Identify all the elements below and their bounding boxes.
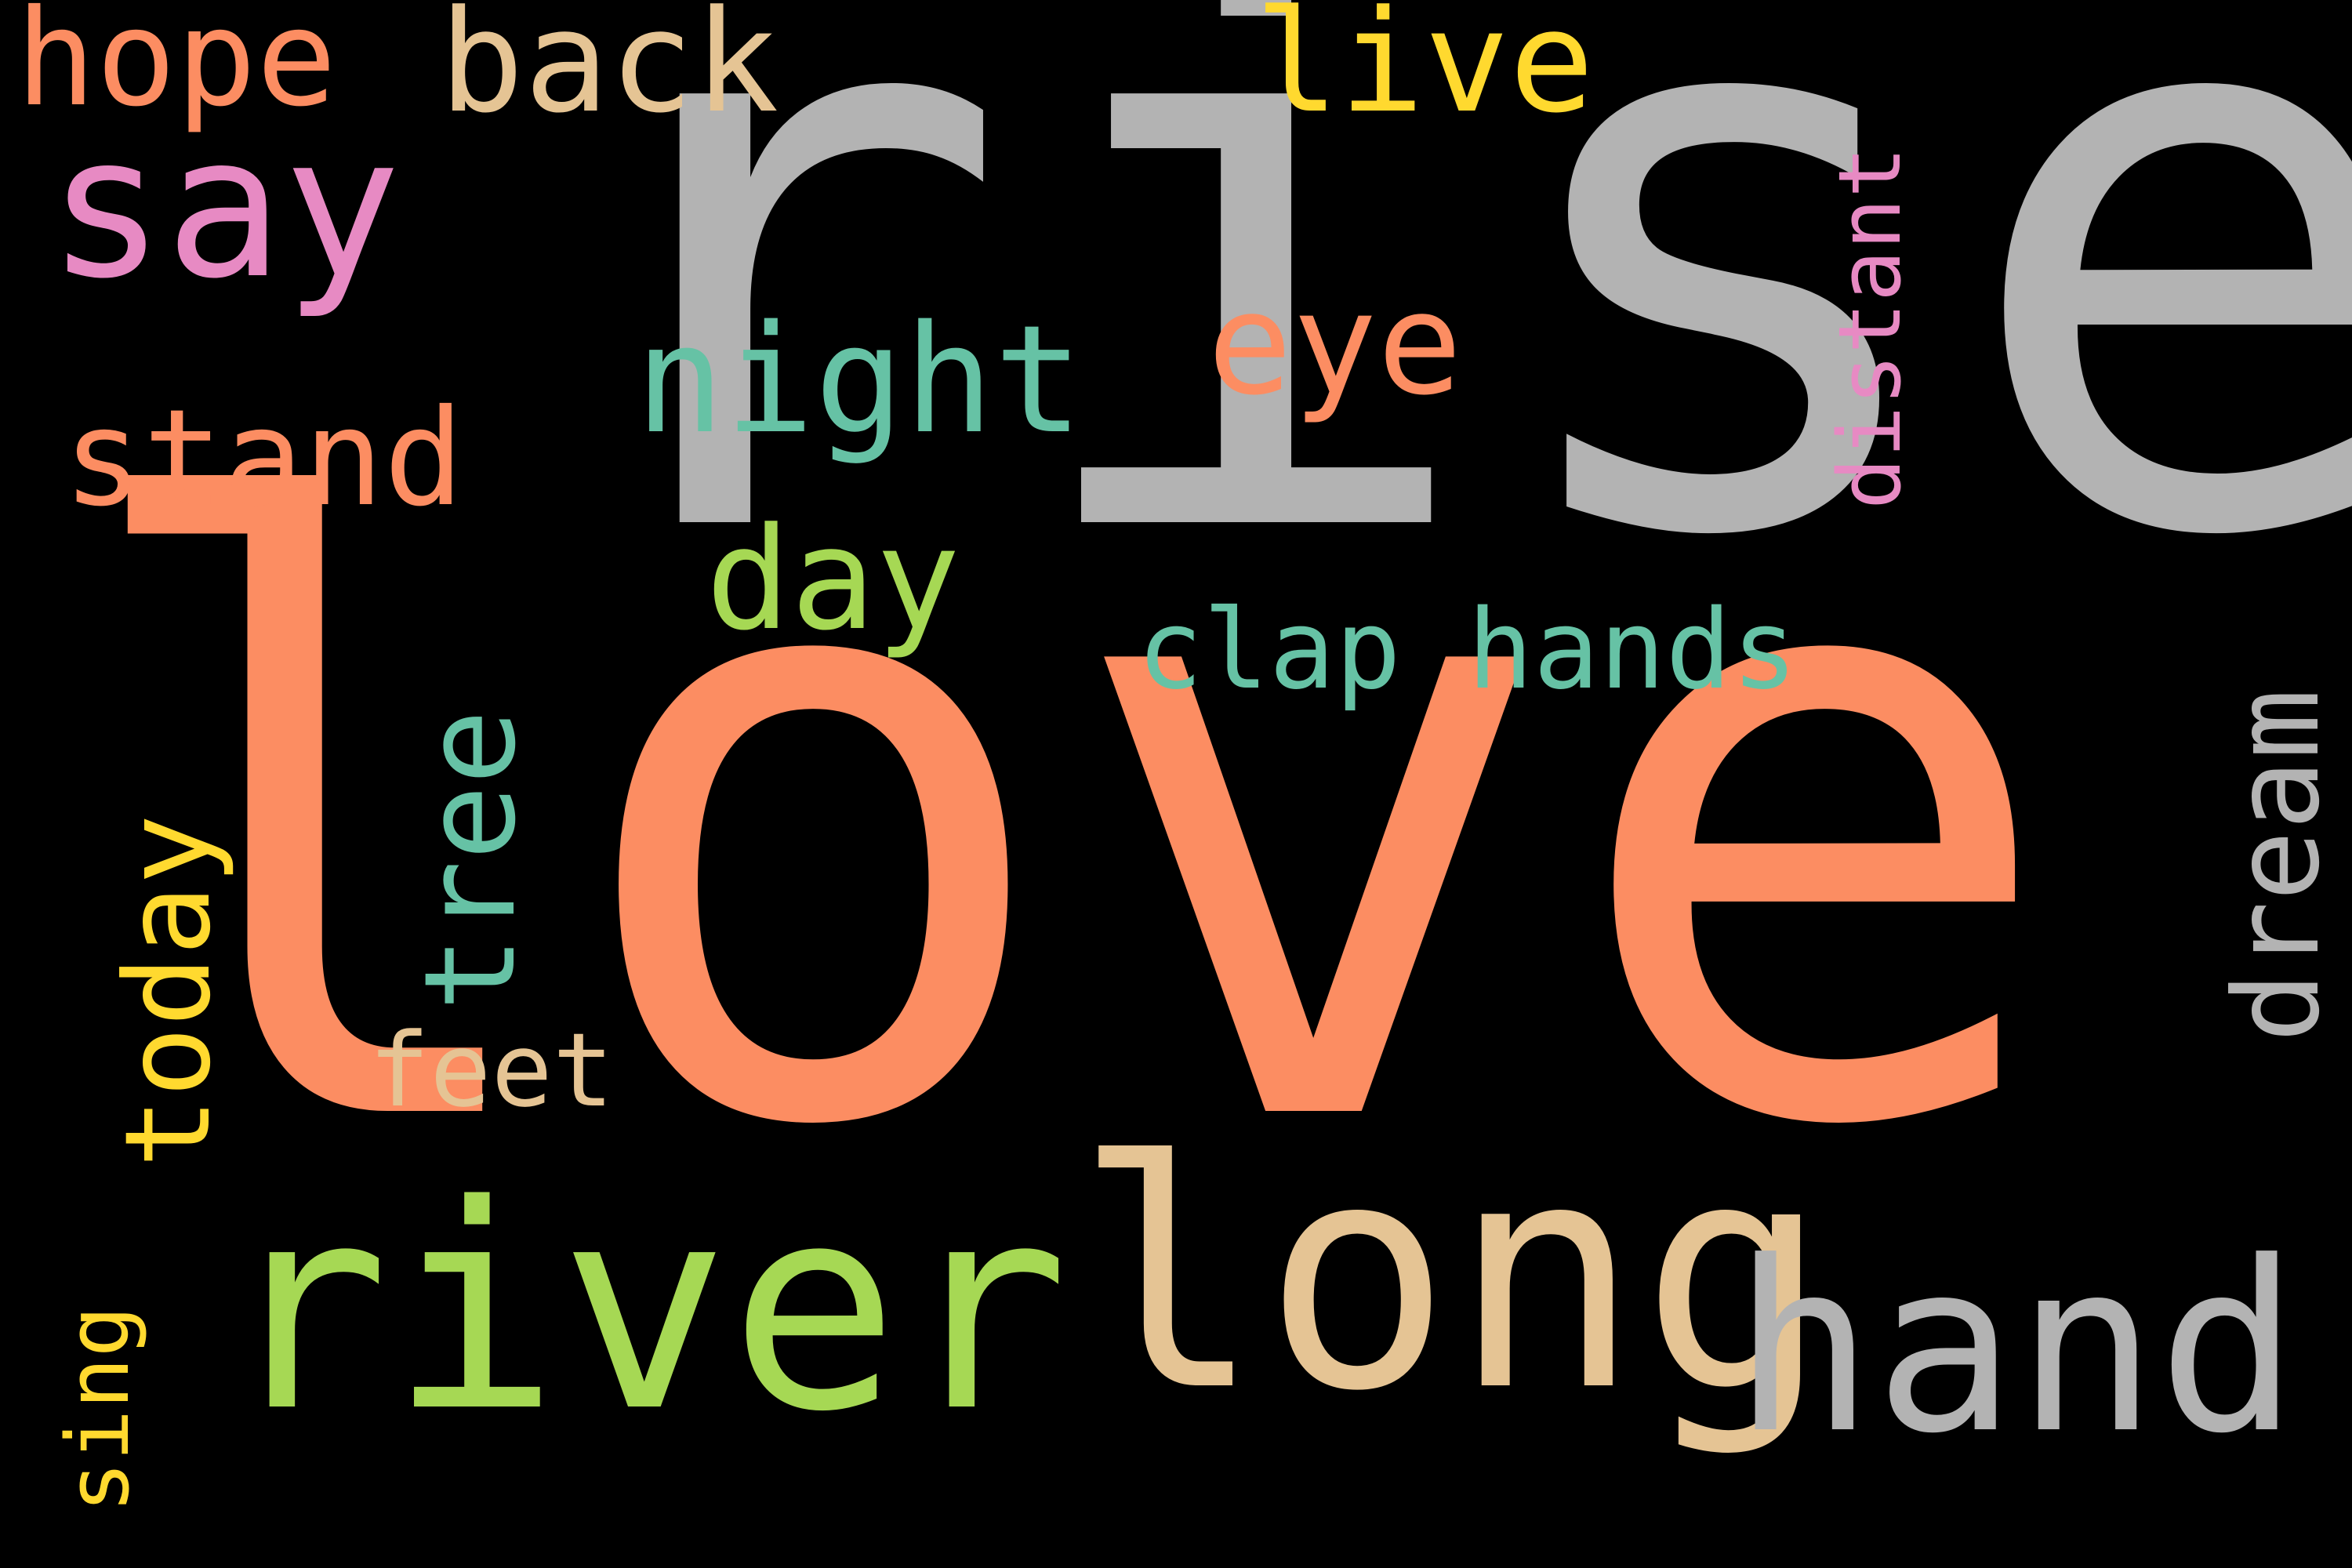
word-live: live [1254,0,1595,144]
word-hope: hope [16,0,337,136]
word-stand: stand [63,381,464,536]
word-long: long [1074,1095,1830,1460]
word-clap-hands: clap hands [1137,586,1798,714]
word-rise: rise [541,0,2352,707]
word-hand: hand [1733,1211,2299,1485]
word-sing: sing [48,1305,148,1513]
word-river: river [220,1145,1069,1473]
word-eye: eye [1207,263,1463,426]
word-distant: distant [1820,146,1920,510]
word-back: back [439,0,779,144]
word-dream: dream [2209,688,2346,1043]
word-tree: tree [397,709,543,1011]
word-love: love [63,339,2064,1307]
word-night: night [635,293,1083,466]
word-today: today [100,814,237,1168]
word-feet: feet [368,1011,615,1130]
word-day: day [706,498,961,662]
word-say: say [47,93,401,321]
